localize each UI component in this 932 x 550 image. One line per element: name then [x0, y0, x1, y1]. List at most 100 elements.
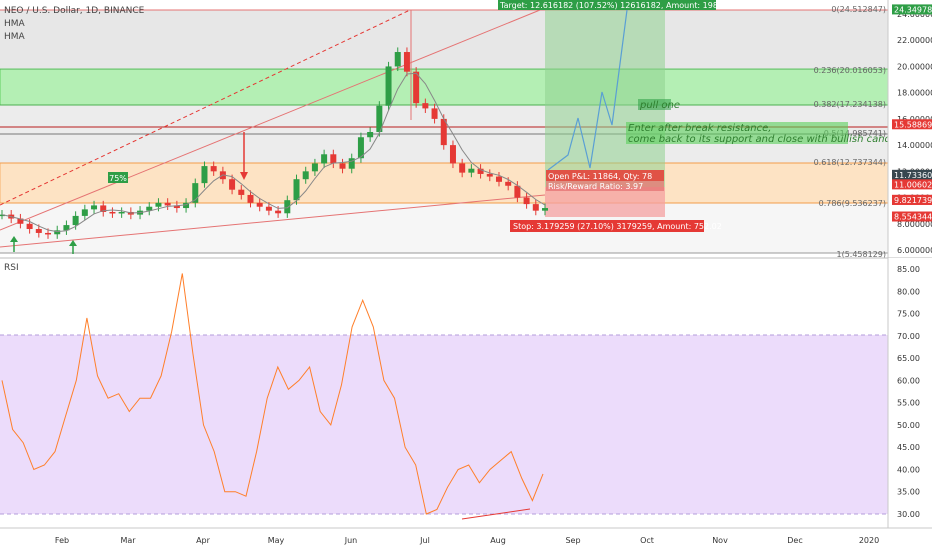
- rsi-tick-label: 80.00: [897, 287, 920, 296]
- rsi-ticks: 85.00 80.00 75.00 70.00 65.00 60.00 55.00 50.00…: [897, 265, 920, 519]
- price-tag-badge: [892, 211, 932, 222]
- candle-body: [118, 211, 125, 214]
- rsi-tick-label: 85.00: [897, 265, 920, 274]
- price-tag-label: 11.733603: [894, 171, 932, 180]
- month-tick-label: May: [268, 536, 285, 545]
- candle-body: [26, 223, 33, 230]
- enter-note-line2: come back to its support and close with …: [628, 134, 900, 145]
- candle-body: [348, 158, 355, 169]
- ratio-badge: [546, 181, 664, 191]
- fib-zone-orange: [0, 162, 889, 204]
- pullone-badge: [638, 99, 671, 110]
- target-text: Target: 12.616182 (107.52%) 12616182, Am…: [499, 1, 736, 10]
- candle-body: [45, 232, 52, 235]
- rsi-tick-label: 50.00: [897, 421, 920, 430]
- pullone-label: pull one: [639, 100, 680, 111]
- fib-zone-lower: [0, 203, 888, 253]
- rsi-tick-label: 30.00: [897, 510, 920, 519]
- trendline-dashed: [0, 9, 411, 206]
- price-axis: 24.00000022.00000020.00000018.00000016.0…: [887, 0, 932, 258]
- candle-body: [459, 163, 466, 173]
- candle-body: [173, 205, 180, 209]
- price-tick-label: 8.000000: [897, 220, 932, 229]
- stop-badge: [510, 220, 704, 232]
- candle-body: [431, 108, 438, 119]
- hma-label-2: HMA: [4, 32, 26, 42]
- candle-body: [183, 202, 190, 209]
- enter-note-line1: Enter after break resistance,: [628, 123, 771, 134]
- pct-badge: [108, 172, 128, 183]
- month-tick-label: Nov: [712, 536, 728, 545]
- candle-body: [321, 154, 328, 164]
- candle-body: [275, 210, 282, 214]
- candle-body: [265, 206, 272, 211]
- fib-label-0618: 0.618(12.737344): [814, 158, 886, 167]
- candle-body: [449, 145, 456, 164]
- rsi-line: [1, 273, 544, 515]
- candle-body: [495, 176, 502, 182]
- price-tag-label: 24.349785: [894, 5, 932, 14]
- fib-label-0382: 0.382(17.234138): [814, 100, 886, 109]
- candle-body: [109, 211, 116, 214]
- position-profit-zone: [545, 10, 665, 187]
- candle-body: [17, 218, 24, 224]
- candle-body: [54, 230, 61, 235]
- up-arrow-mid: [69, 240, 77, 254]
- candle-body: [440, 118, 447, 146]
- candle-body: [256, 202, 263, 207]
- candle-body: [63, 225, 70, 231]
- candle-body: [91, 205, 98, 210]
- candle-body: [468, 168, 475, 173]
- candle-body: [293, 179, 300, 201]
- month-tick-label: Feb: [55, 536, 69, 545]
- price-tags: 24.349785 15.588693 11.73360311.006023 9.82…: [892, 4, 932, 222]
- candle-body: [100, 205, 107, 212]
- candle-body: [164, 202, 171, 206]
- price-tick-label: 24.000000: [897, 10, 932, 19]
- candle-body: [311, 163, 318, 172]
- month-tick-label: Sep: [565, 536, 580, 545]
- rsi-tick-label: 70.00: [897, 332, 920, 341]
- up-arrow-left: [10, 236, 18, 252]
- price-tick-label: 6.000000: [897, 246, 932, 255]
- rsi-tick-label: 40.00: [897, 465, 920, 474]
- month-tick-label: Mar: [120, 536, 136, 545]
- rsi-tick-label: 35.00: [897, 488, 920, 497]
- candle-body: [422, 103, 429, 109]
- symbol-title: NEO / U.S. Dollar, 1D, BINANCE: [4, 6, 145, 16]
- month-tick-label: Apr: [196, 536, 211, 545]
- price-tick-label: 14.000000: [897, 141, 932, 150]
- month-ticks: Feb Mar Apr May Jun Jul Aug Sep Oct Nov Dec 2020: [55, 536, 879, 545]
- entry-text: Open P&L: 11864, Qty: 78: [548, 172, 652, 181]
- candle-body: [210, 166, 217, 172]
- projected-path: [547, 9, 628, 171]
- candle-body: [238, 189, 245, 195]
- month-tick-label: Dec: [787, 536, 802, 545]
- price-tick-label: 20.000000: [897, 62, 932, 71]
- hma-line: [1, 72, 546, 233]
- rsi-tick-label: 65.00: [897, 354, 920, 363]
- fib-label-0: 0(24.512847): [831, 5, 886, 14]
- price-tag-badge: [892, 179, 932, 190]
- rsi-pane: RSI 85.00 80.00 75.00 70.00 65.00 60.00 55.00 5…: [0, 258, 932, 528]
- candle-body: [403, 52, 410, 72]
- candle-body: [376, 105, 383, 132]
- price-tag-badge: [892, 169, 932, 180]
- candle-body: [385, 66, 392, 106]
- rsi-tick-label: 55.00: [897, 399, 920, 408]
- month-tick-label: Jul: [419, 536, 430, 545]
- candle-body: [247, 194, 254, 203]
- month-tick-label: Oct: [640, 536, 654, 545]
- candle-body: [477, 168, 484, 174]
- trendline-upper: [0, 9, 541, 231]
- month-tick-label: Aug: [490, 536, 506, 545]
- rsi-label: RSI: [4, 263, 19, 273]
- candle-body: [0, 214, 5, 217]
- rsi-tick-label: 75.00: [897, 310, 920, 319]
- price-tick-label: 22.000000: [897, 36, 932, 45]
- price-tag-badge: [892, 194, 932, 205]
- ratio-text: Risk/Reward Ratio: 3.97: [548, 182, 643, 191]
- candle-body: [192, 183, 199, 203]
- price-tag-label: 8.554344: [894, 213, 932, 222]
